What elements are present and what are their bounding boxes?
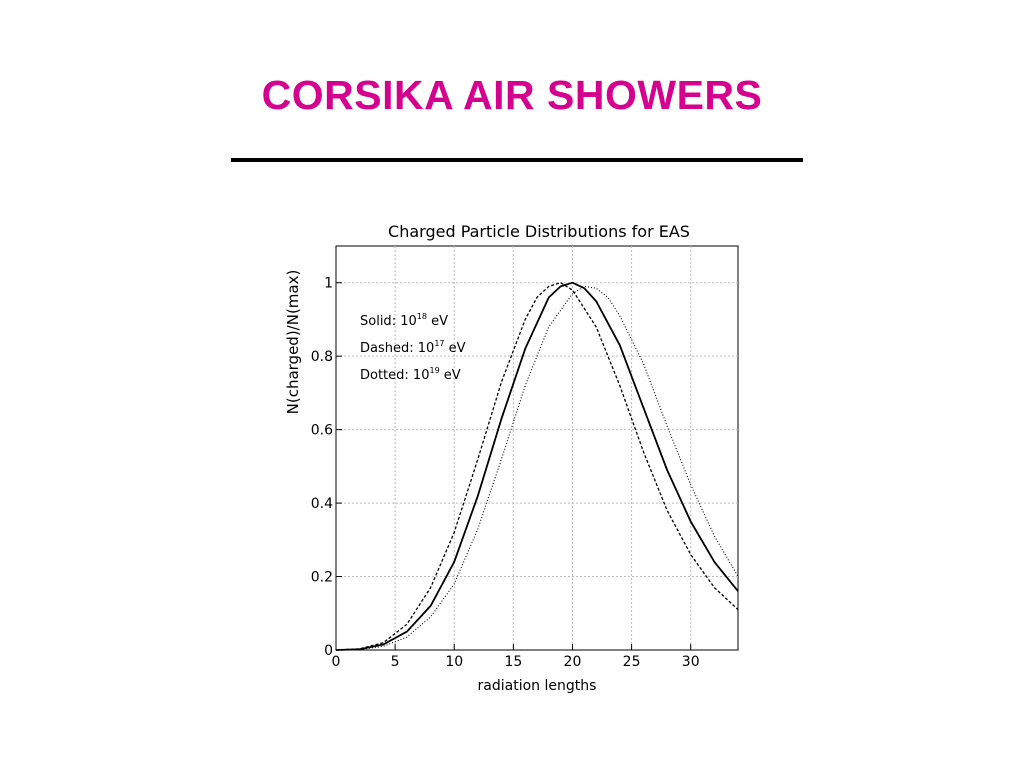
grid	[335, 246, 738, 651]
x-tick-label-4: 20	[564, 654, 582, 670]
y-tick-labels: 0 0.2 0.4 0.6 0.8 1	[311, 276, 333, 659]
legend-exponent-solid: 18	[417, 312, 427, 321]
x-tick-label-2: 10	[445, 654, 463, 670]
x-tick-label-0: 0	[332, 654, 341, 670]
legend-unit-dashed: eV	[445, 341, 466, 356]
legend-base-dotted: : 10	[404, 368, 429, 383]
chart-title: Charged Particle Distributions for EAS	[388, 222, 690, 241]
legend-exponent-dotted: 19	[429, 366, 439, 375]
series-line-dashed	[335, 282, 739, 651]
legend-label-dotted: Dotted	[360, 368, 404, 383]
legend-entry-dotted: Dotted: 1019 eV	[360, 366, 461, 383]
series-group	[335, 281, 739, 651]
series-line-dotted	[335, 285, 739, 651]
y-tick-label-2: 0.4	[311, 496, 333, 512]
x-tick-label-1: 5	[391, 654, 400, 670]
legend-entry-dashed: Dashed: 1017 eV	[360, 339, 466, 356]
x-tick-label-6: 30	[682, 654, 700, 670]
legend-label-dashed: Dashed	[360, 341, 409, 356]
x-tick-label-5: 25	[623, 654, 641, 670]
legend-entry-solid: Solid: 1018 eV	[360, 312, 448, 329]
legend-base-solid: : 10	[392, 314, 417, 329]
x-tick-labels: 0 5 10 15 20 25 30	[332, 654, 700, 670]
x-axis-label: radiation lengths	[478, 678, 597, 694]
plot-frame	[335, 245, 739, 651]
y-tick-label-0: 0	[324, 643, 333, 659]
x-tick-label-3: 15	[504, 654, 522, 670]
y-tick-label-1: 0.2	[311, 570, 333, 586]
legend-unit-dotted: eV	[440, 368, 461, 383]
chart: Charged Particle Distributions for EAS 0…	[284, 222, 739, 694]
series-line-solid	[335, 281, 739, 651]
y-axis-label: N(charged)/N(max)	[284, 270, 302, 415]
y-tick-label-4: 0.8	[311, 349, 333, 365]
legend-label-solid: Solid	[360, 314, 392, 329]
title-underline	[231, 158, 803, 162]
legend-exponent-dashed: 17	[434, 339, 444, 348]
slide-title: CORSIKA AIR SHOWERS	[261, 72, 763, 118]
legend-unit-solid: eV	[427, 314, 448, 329]
legend-base-dashed: : 10	[409, 341, 434, 356]
y-tick-label-5: 1	[324, 276, 333, 292]
y-tick-label-3: 0.6	[311, 423, 333, 439]
